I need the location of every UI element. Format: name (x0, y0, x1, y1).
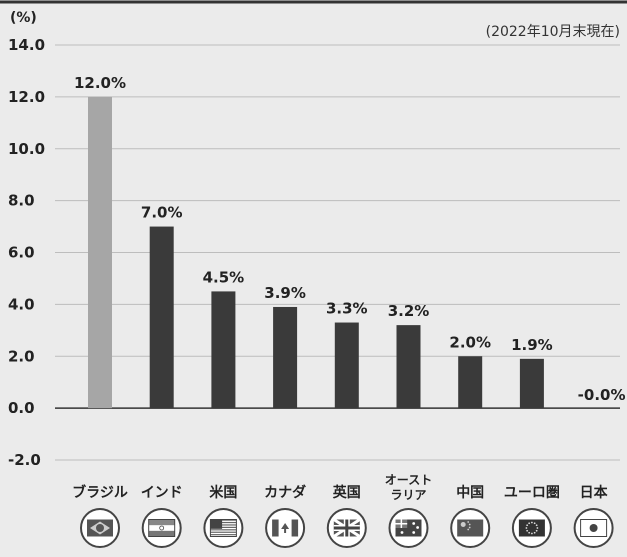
bar (149, 226, 174, 409)
bar (88, 96, 112, 409)
data-label: 1.9% (511, 336, 553, 354)
bar (519, 358, 544, 409)
data-label: 4.5% (203, 268, 245, 286)
data-label: 3.9% (264, 284, 306, 302)
category-layer: ブラジル インド 米国 カナダ 英国 オーストラリア 中国 ユーロ圏 日本 (72, 473, 608, 502)
y-tick-label: 12.0 (8, 88, 45, 106)
category-label: インド (141, 485, 183, 501)
as-of-date-note: (2022年10月末現在) (486, 24, 620, 40)
y-tick-label: -2.0 (8, 451, 41, 469)
y-tick-label: 4.0 (8, 295, 35, 313)
y-tick-label: 2.0 (8, 347, 35, 365)
category-label: オーストラリア (385, 473, 432, 502)
label-layer: 12.0% 7.0% 4.5% 3.9% 3.3% 3.2% 2.0% 1.9% -0.0% (74, 74, 626, 404)
india-flag-icon (141, 508, 182, 548)
bar (458, 356, 483, 409)
y-tick-label: 6.0 (8, 244, 35, 262)
category-label: 中国 (456, 484, 484, 501)
canada-flag-icon (265, 508, 306, 548)
bar (273, 306, 298, 409)
category-label: ブラジル (72, 484, 128, 501)
bar (334, 322, 359, 409)
y-tick-label: 14.0 (8, 36, 45, 54)
china-flag-icon (450, 508, 491, 548)
usa-flag-icon (203, 508, 244, 548)
category-label: ユーロ圏 (504, 485, 560, 501)
y-tick-label: 10.0 (8, 140, 45, 158)
bar (396, 325, 421, 409)
category-label: 英国 (332, 484, 361, 501)
flag-layer (80, 508, 614, 548)
y-tick-label: 8.0 (8, 192, 35, 210)
japan-flag-icon (573, 508, 614, 548)
category-label: 日本 (580, 484, 609, 501)
uk-flag-icon (326, 508, 367, 548)
data-label: 3.2% (388, 302, 430, 320)
bar (211, 291, 236, 409)
y-unit-label: (%) (10, 10, 37, 26)
y-tick-label: 0.0 (8, 399, 35, 417)
data-label: 2.0% (449, 333, 491, 351)
australia-flag-icon (388, 508, 429, 548)
data-label: 3.3% (326, 300, 368, 318)
data-label: -0.0% (578, 386, 626, 404)
bar-layer (88, 96, 544, 409)
category-label: 米国 (209, 484, 237, 501)
data-label: 7.0% (141, 204, 183, 222)
eu-flag-icon (511, 508, 552, 548)
brazil-flag-icon (80, 508, 120, 548)
data-label: 12.0% (74, 74, 126, 92)
category-label: カナダ (264, 484, 306, 501)
